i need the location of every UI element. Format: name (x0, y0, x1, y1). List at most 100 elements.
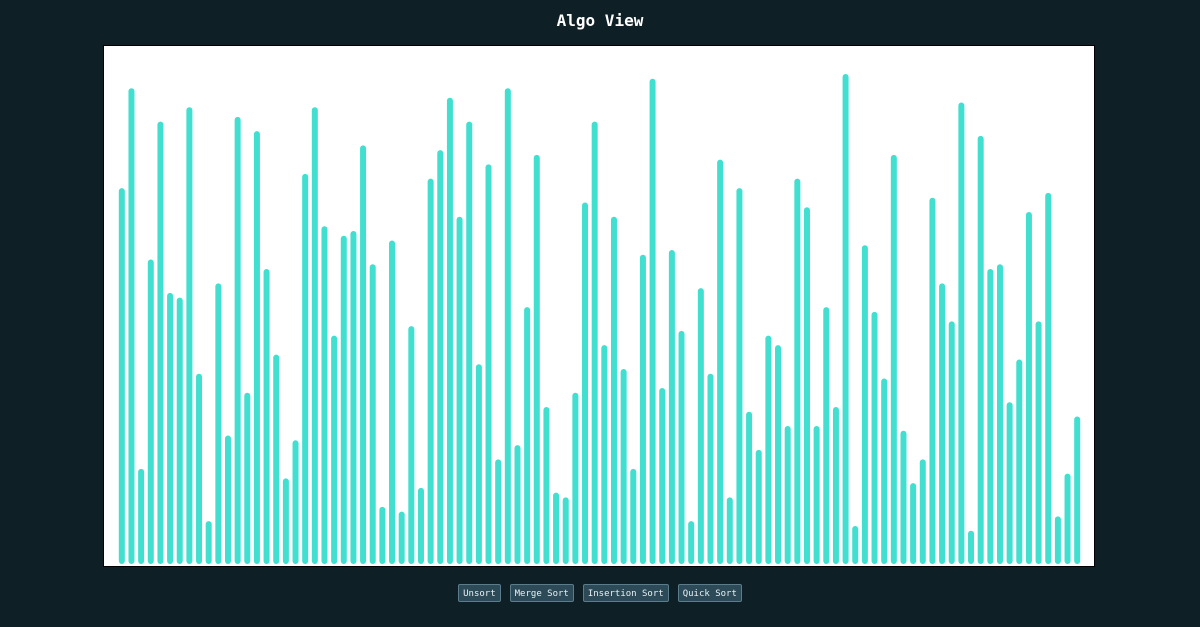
bar (311, 107, 318, 565)
quick-sort-button[interactable]: Quick Sort (677, 584, 742, 602)
bar (919, 459, 926, 564)
bar (138, 468, 145, 564)
bar (292, 440, 299, 564)
bar (803, 207, 810, 564)
bar-chart (118, 74, 1081, 565)
bar (1006, 402, 1013, 564)
bar (196, 373, 203, 564)
bar (968, 530, 975, 564)
bar (890, 154, 897, 564)
bar (553, 492, 560, 564)
bar (533, 154, 540, 564)
bar (659, 387, 666, 564)
insertion-sort-button[interactable]: Insertion Sort (582, 584, 669, 602)
bar (697, 288, 704, 564)
bar (263, 269, 270, 564)
bar (495, 459, 502, 564)
bar (746, 411, 753, 564)
bar (118, 188, 125, 565)
bar (514, 445, 521, 564)
bar (784, 426, 791, 564)
bar (591, 121, 598, 564)
bar (582, 202, 589, 564)
bar (649, 78, 656, 564)
bar (389, 240, 396, 564)
bar (466, 121, 473, 564)
bar (147, 259, 154, 564)
bar (282, 478, 289, 564)
bar (1025, 211, 1032, 564)
bar (215, 283, 222, 564)
bar (610, 216, 617, 564)
bar (205, 521, 212, 564)
merge-sort-button[interactable]: Merge Sort (509, 584, 574, 602)
bar (842, 74, 849, 564)
bar (1035, 321, 1042, 564)
bar (881, 378, 888, 564)
bar (369, 264, 376, 564)
bar (996, 264, 1003, 564)
bar (186, 107, 193, 565)
bar (437, 150, 444, 564)
bar (852, 525, 859, 564)
bar (910, 483, 917, 564)
bar (958, 102, 965, 564)
bar (630, 468, 637, 564)
bar (572, 392, 579, 564)
bar (929, 197, 936, 564)
bar (224, 435, 231, 564)
bar (504, 88, 511, 564)
bar (794, 178, 801, 564)
bar (987, 269, 994, 564)
bar (543, 407, 550, 564)
bar (1054, 516, 1061, 564)
bar (736, 188, 743, 565)
bar (668, 250, 675, 564)
bar (244, 392, 251, 564)
bar (678, 330, 685, 564)
bar (977, 135, 984, 564)
bar (417, 487, 424, 564)
bar (639, 254, 646, 564)
bar (688, 521, 695, 564)
bar (302, 173, 309, 564)
bar (871, 311, 878, 564)
bar (331, 335, 338, 564)
bar (1045, 192, 1052, 564)
bar (379, 506, 386, 564)
bar (861, 245, 868, 564)
bar (234, 116, 241, 564)
bar (446, 97, 453, 564)
bar (832, 407, 839, 564)
bar (128, 88, 135, 564)
bars-canvas (103, 45, 1095, 567)
bar (273, 354, 280, 564)
bar (601, 345, 608, 564)
bar (1064, 473, 1071, 564)
bar (350, 230, 357, 565)
bar (321, 226, 328, 565)
bar (562, 497, 569, 564)
bar (408, 326, 415, 564)
unsort-button[interactable]: Unsort (458, 584, 501, 602)
bar (620, 368, 627, 564)
bar (456, 216, 463, 564)
bar (765, 335, 772, 564)
bar (900, 430, 907, 564)
bar (524, 307, 531, 564)
bar (1074, 416, 1081, 564)
bar (485, 164, 492, 564)
bar (707, 373, 714, 564)
bar (427, 178, 434, 564)
bar (939, 283, 946, 564)
bar (167, 292, 174, 564)
bar (948, 321, 955, 564)
bar (253, 131, 260, 564)
sort-controls: Unsort Merge Sort Insertion Sort Quick S… (0, 584, 1200, 602)
bar (823, 307, 830, 564)
bar (475, 364, 482, 564)
bar (755, 449, 762, 564)
bar (157, 121, 164, 564)
bar (717, 159, 724, 564)
